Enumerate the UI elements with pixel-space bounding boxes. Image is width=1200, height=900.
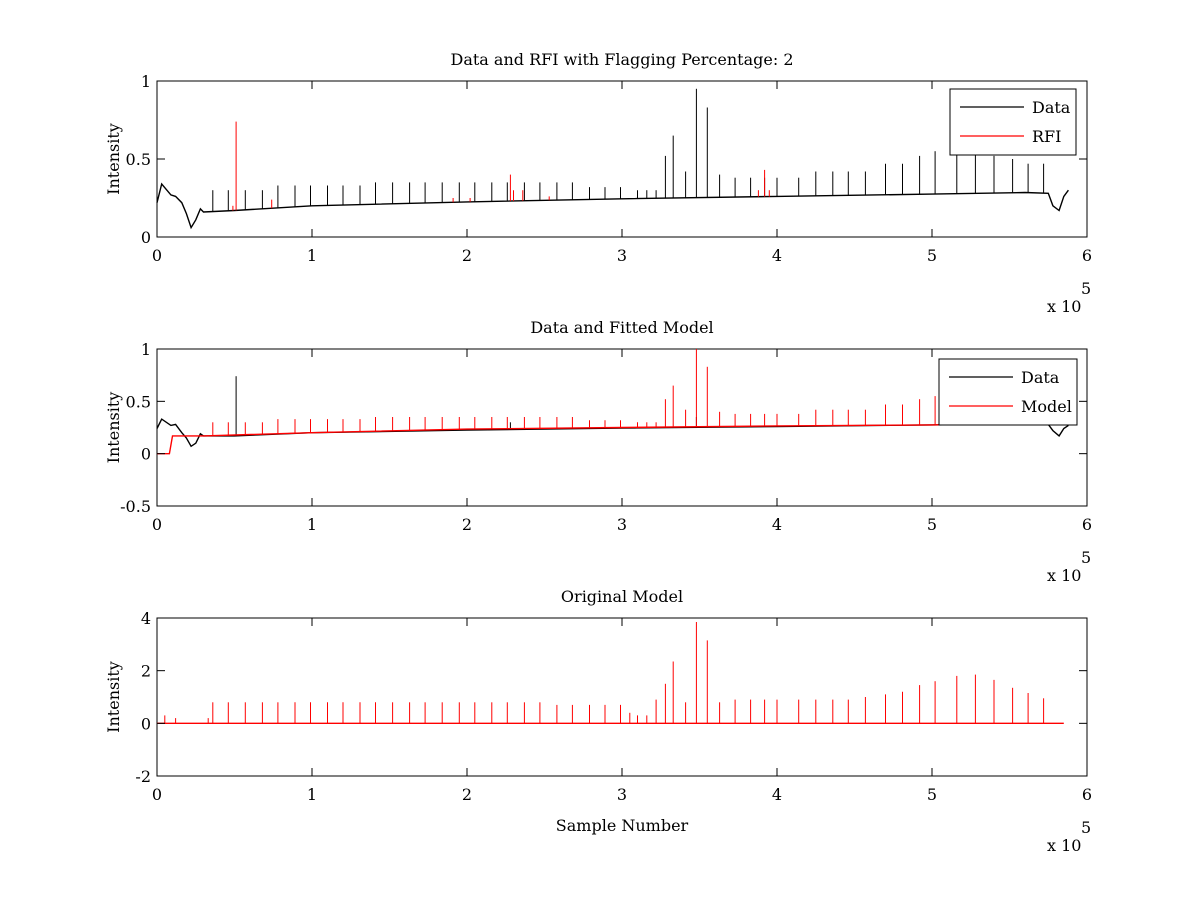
legend-box xyxy=(938,358,1078,426)
x-tick-label: 4 xyxy=(772,246,782,265)
y-tick-label: 4 xyxy=(141,609,151,628)
x-exponent-power: 5 xyxy=(1081,818,1091,837)
series-baseline xyxy=(157,423,1002,455)
legend-box xyxy=(949,88,1077,156)
x-tick-label: 5 xyxy=(927,246,937,265)
y-tick-label: 1 xyxy=(141,72,151,91)
x-tick-label: 5 xyxy=(927,785,937,804)
y-tick-label: 2 xyxy=(141,662,151,681)
legend-label: Data xyxy=(1021,368,1060,387)
x-tick-label: 3 xyxy=(617,246,627,265)
x-exponent-power: 5 xyxy=(1081,279,1091,298)
x-exponent-label: x 10 xyxy=(1047,297,1081,316)
x-tick-label: 4 xyxy=(772,785,782,804)
y-tick-label: 0.5 xyxy=(126,150,151,169)
chart-title: Data and RFI with Flagging Percentage: 2 xyxy=(450,50,793,69)
axes-box xyxy=(156,80,1088,238)
x-tick-label: 0 xyxy=(152,515,162,534)
x-tick-label: 2 xyxy=(462,785,472,804)
x-tick-label: 1 xyxy=(307,785,317,804)
x-tick-label: 1 xyxy=(307,246,317,265)
y-axis-label: Intensity xyxy=(104,392,123,464)
axes-box xyxy=(156,617,1088,777)
legend: Data Model xyxy=(938,358,1078,426)
x-tick-label: 1 xyxy=(307,515,317,534)
y-tick-label: 1 xyxy=(141,340,151,359)
x-exponent-label: x 10 xyxy=(1047,836,1081,855)
x-tick-label: 6 xyxy=(1082,246,1092,265)
x-tick-label: 6 xyxy=(1082,515,1092,534)
x-tick-label: 0 xyxy=(152,785,162,804)
legend: Data RFI xyxy=(949,88,1077,156)
y-axis-label: Intensity xyxy=(104,661,123,733)
x-tick-label: 3 xyxy=(617,785,627,804)
y-axis-label: Intensity xyxy=(104,123,123,195)
chart-title: Data and Fitted Model xyxy=(530,318,713,337)
x-tick-label: 6 xyxy=(1082,785,1092,804)
series-baseline xyxy=(156,182,1069,230)
x-exponent-label: x 10 xyxy=(1047,566,1081,585)
x-exponent-power: 5 xyxy=(1081,548,1091,567)
y-tick-label: 0.5 xyxy=(126,392,151,411)
y-tick-label: 0 xyxy=(141,714,151,733)
series-model-line xyxy=(157,622,1064,724)
legend-label: RFI xyxy=(1032,127,1061,146)
series-model xyxy=(157,349,1002,455)
y-tick-label: 0 xyxy=(141,228,151,247)
chart-title: Original Model xyxy=(561,587,683,606)
x-tick-label: 3 xyxy=(617,515,627,534)
x-tick-label: 0 xyxy=(152,246,162,265)
x-tick-label: 5 xyxy=(927,515,937,534)
x-tick-label: 4 xyxy=(772,515,782,534)
x-tick-label: 2 xyxy=(462,246,472,265)
x-axis-label: Sample Number xyxy=(556,816,689,835)
y-tick-label: -2 xyxy=(135,767,151,786)
chart-1: 0 1 2 3 4 5 6 0 0.5 1 Data and RFI with Flagging P… xyxy=(104,50,1092,316)
x-tick-label: 2 xyxy=(462,515,472,534)
legend-label: Model xyxy=(1021,397,1072,416)
legend-label: Data xyxy=(1032,98,1071,117)
y-tick-label: -0.5 xyxy=(120,497,151,516)
series-rfi xyxy=(232,121,770,211)
y-tick-label: 0 xyxy=(141,445,151,464)
